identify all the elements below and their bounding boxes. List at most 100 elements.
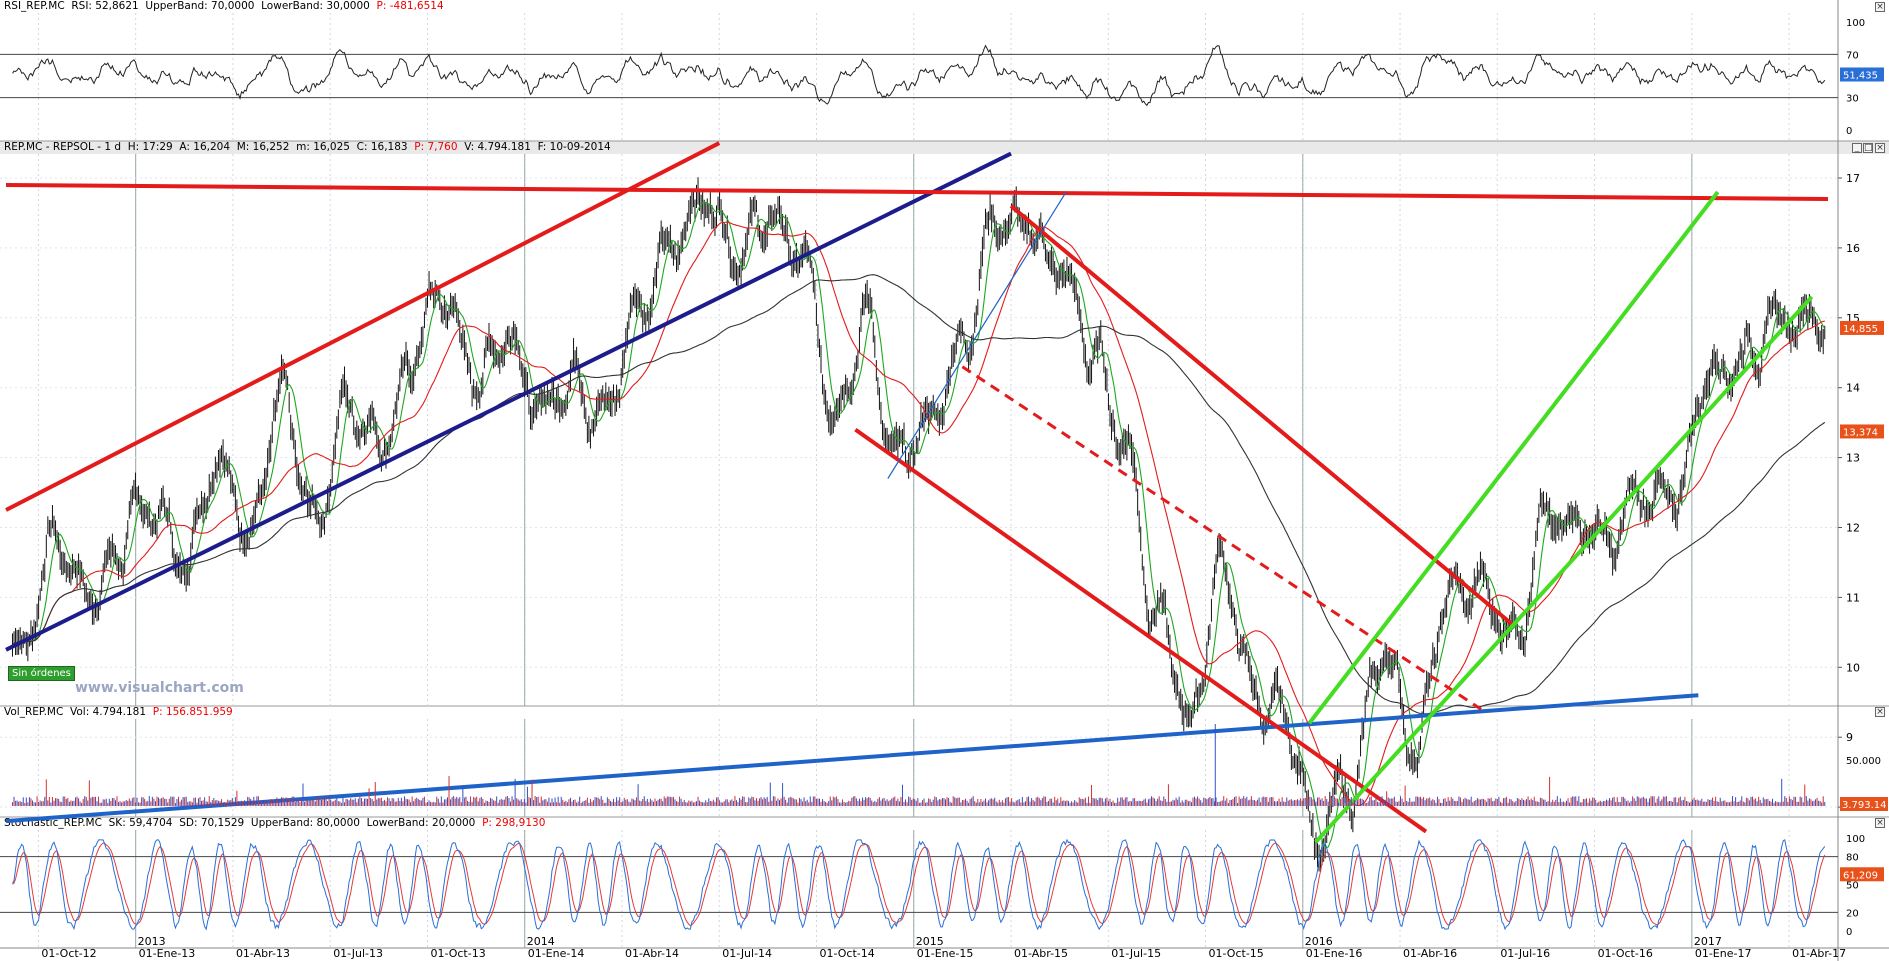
x-date-label: 01-Abr-16	[1403, 947, 1457, 960]
rsi-upper-label: UpperBand: 70,0000	[145, 0, 255, 12]
x-date-label: 01-Jul-14	[722, 947, 772, 960]
price-maximize-button[interactable]: □	[1863, 143, 1873, 153]
price-minimize-button[interactable]: _	[1852, 143, 1862, 153]
price-open: A: 16,204	[179, 141, 231, 153]
stoch-p-label: P: 298,9130	[482, 817, 546, 829]
stoch-plot-bg	[0, 830, 1889, 961]
thin-blue-line	[887, 191, 1067, 479]
rsi-tick-label: 100	[1846, 18, 1865, 29]
x-date-label: 01-Abr-15	[1014, 947, 1068, 960]
x-date-label: 01-Oct-16	[1598, 947, 1653, 960]
last-price-tag: 14,855	[1843, 324, 1878, 335]
x-date-label: 01-Ene-17	[1695, 947, 1752, 960]
rsi-value-tag-bg	[1840, 67, 1884, 82]
x-date-label: 01-Oct-15	[1209, 947, 1264, 960]
volume-close-button[interactable]: ×	[1875, 707, 1885, 717]
price-tick-label: 11	[1846, 591, 1860, 604]
stoch-sd: SD: 70,1529	[179, 817, 245, 829]
x-date-label: 01-Jul-13	[333, 947, 383, 960]
volume-name: Vol_REP.MC	[4, 706, 64, 718]
rsi-header: RSI_REP.MC RSI: 52,8621 UpperBand: 70,00…	[0, 0, 1889, 13]
price-time: H: 17:29	[127, 141, 173, 153]
rsi-tick-label: 0	[1846, 126, 1852, 137]
rsi-tick-label: 70	[1846, 50, 1859, 61]
stoch-sd-line	[12, 842, 1826, 927]
green-channel-upper	[1307, 190, 1720, 725]
price-bars	[11, 177, 1826, 873]
ma-value-tag: 13,374	[1843, 427, 1878, 438]
rsi-close-button[interactable]: ×	[1875, 2, 1885, 12]
orders-badge[interactable]: Sin órdenes	[8, 666, 75, 681]
x-date-label: 01-Abr-14	[625, 947, 679, 960]
stoch-upper: UpperBand: 80,0000	[250, 817, 360, 829]
price-close-button[interactable]: ×	[1875, 143, 1885, 153]
price-tick-label: 16	[1846, 242, 1860, 255]
rsi-name: RSI_REP.MC	[4, 0, 65, 12]
stoch-tick-label: 0	[1846, 927, 1852, 938]
volume-p-label: P: 156.851.959	[152, 706, 233, 718]
stoch-tick-label: 50	[1846, 881, 1859, 892]
x-date-label: 01-Ene-16	[1306, 947, 1363, 960]
x-date-label: 01-Ene-14	[528, 947, 585, 960]
stoch-sk: SK: 59,4704	[108, 817, 173, 829]
trendline-lower-channel	[5, 151, 1012, 652]
x-date-label: 01-Oct-14	[819, 947, 874, 960]
stoch-lower: LowerBand: 20,0000	[366, 817, 476, 829]
x-date-label: 01-Ene-15	[917, 947, 974, 960]
price-high: M: 16,252	[236, 141, 290, 153]
rsi-p-label: P: -481,6514	[376, 0, 444, 12]
rsi-tick-label: 30	[1846, 94, 1859, 105]
price-p-label: P: 7,760	[414, 141, 458, 153]
x-date-label: 01-Oct-12	[41, 947, 96, 960]
rsi-lower-label: LowerBand: 30,0000	[261, 0, 370, 12]
x-year-label: 2017	[1694, 935, 1722, 948]
ma-value-tag-bg	[1840, 424, 1884, 439]
x-date-label: 01-Jul-15	[1111, 947, 1161, 960]
stoch-tick-label: 20	[1846, 908, 1859, 919]
x-date-label: 01-Abr-13	[236, 947, 290, 960]
rsi-value-tag: 51,435	[1843, 70, 1878, 81]
downtrend-mid-dashed	[961, 365, 1482, 711]
volume-tick-label: 50.000	[1846, 756, 1881, 767]
x-date-label: 01-Abr-17	[1792, 947, 1846, 960]
price-tick-label: 12	[1846, 522, 1860, 535]
stoch-value-tag: 61,209	[1843, 870, 1878, 881]
x-year-label: 2013	[138, 935, 166, 948]
price-header: REP.MC - REPSOL - 1 d H: 17:29 A: 16,204…	[0, 141, 1889, 154]
stoch-sk-line	[12, 838, 1826, 931]
x-date-label: 01-Ene-13	[139, 947, 196, 960]
x-year-label: 2016	[1305, 935, 1333, 948]
downtrend-upper-line	[1009, 204, 1515, 627]
resistance-line	[5, 182, 1829, 201]
price-tick-label: 13	[1846, 452, 1860, 465]
price-low: m: 16,025	[296, 141, 350, 153]
stoch-value-tag-bg	[1840, 867, 1884, 882]
rsi-value-label: RSI: 52,8621	[71, 0, 139, 12]
rsi-line	[12, 44, 1826, 107]
price-plot-bg	[0, 154, 1889, 706]
price-tick-label: 9	[1846, 731, 1853, 744]
ma-mid-line	[11, 221, 1825, 807]
stoch-tick-label: 80	[1846, 853, 1859, 864]
x-date-label: 01-Jul-16	[1500, 947, 1550, 960]
trendline-upper-channel	[5, 141, 721, 512]
x-year-label: 2015	[916, 935, 944, 948]
price-volume: V: 4.794.181	[464, 141, 531, 153]
ma-slow-line	[11, 274, 1826, 715]
x-year-label: 2014	[527, 935, 555, 948]
green-channel-lower	[1314, 295, 1814, 844]
volume-value-tag: 3.793.14	[1842, 800, 1887, 811]
price-tick-label: 10	[1846, 661, 1860, 674]
price-tick-label: 17	[1846, 172, 1860, 185]
stoch-close-button[interactable]: ×	[1875, 818, 1885, 828]
volume-value-tag-bg	[1840, 797, 1888, 811]
volume-bars	[11, 776, 1826, 806]
price-close: C: 16,183	[356, 141, 408, 153]
stoch-tick-label: 100	[1846, 834, 1865, 845]
volume-value: Vol: 4.794.181	[70, 706, 147, 718]
watermark: www.visualchart.com	[75, 680, 244, 696]
x-date-label: 01-Oct-13	[430, 947, 485, 960]
price-title: REP.MC - REPSOL - 1 d	[4, 141, 122, 153]
last-price-tag-bg	[1840, 320, 1884, 335]
